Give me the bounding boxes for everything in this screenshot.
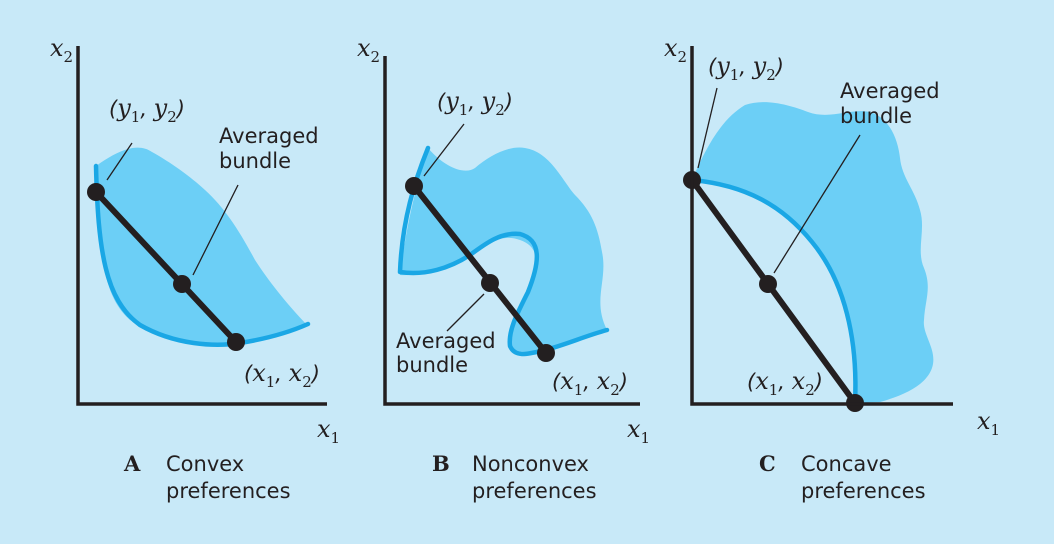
panel-a-x-bundle-point (227, 333, 245, 351)
panel-a-caption-1: Convex (166, 452, 244, 476)
panel-c-y-axis-label: x2 (664, 34, 687, 66)
panel-c-averaged-point (759, 275, 777, 293)
panel-c-letter: C (759, 451, 776, 476)
panel-a: x2 x1 (y1, y2) Averaged bundle (x1, x2) … (50, 34, 340, 503)
panel-c-averaged-label-1: Averaged (840, 79, 940, 103)
panel-c-axes (690, 46, 953, 406)
panel-b-x-axis-label: x1 (627, 415, 650, 447)
panel-a-avg-leader (192, 184, 239, 276)
panel-b-y-bundle-label: (y1, y2) (437, 87, 513, 119)
panel-b-caption-2: preferences (472, 479, 597, 503)
panel-c: x2 x1 (y1, y2) Averaged bundle (x1, x2) … (664, 34, 1000, 503)
panel-a-indifference-curve (93, 163, 311, 347)
panel-c-y-bundle-label: (y1, y2) (708, 52, 784, 84)
panel-a-y-bundle-label: (y1, y2) (109, 94, 185, 126)
panel-a-axes (76, 46, 327, 406)
panel-a-averaged-label-2: bundle (219, 149, 291, 173)
panel-c-preferred-region (692, 102, 934, 404)
panel-c-averaged-label-2: bundle (840, 104, 912, 128)
panel-b-y-leader (423, 123, 465, 177)
panel-c-y-leader (697, 87, 718, 169)
panel-a-averaged-label-1: Averaged (219, 124, 319, 148)
panel-b-bundle-segment (411, 183, 549, 356)
panel-b-x-bundle-label: (x1, x2) (552, 367, 628, 399)
panel-b-averaged-label-2: bundle (396, 353, 468, 377)
panel-c-indifference-curve (689, 177, 858, 406)
panel-a-letter: A (123, 451, 141, 476)
panel-a-y-leader (106, 142, 133, 181)
panel-a-preferred-region (96, 147, 308, 345)
panel-c-caption-1: Concave (801, 452, 892, 476)
panel-b-avg-leader (446, 293, 485, 332)
panel-c-bundle-segment (689, 177, 858, 406)
panel-c-caption-2: preferences (801, 479, 926, 503)
panel-b-averaged-point (481, 274, 499, 292)
panel-a-caption-2: preferences (166, 479, 291, 503)
panel-a-x-bundle-label: (x1, x2) (244, 359, 320, 391)
panel-a-bundle-segment (93, 189, 239, 345)
panel-b: x2 x1 (y1, y2) Averaged bundle (x1, x2) … (357, 34, 650, 503)
panel-b-y-bundle-point (405, 177, 423, 195)
panel-a-averaged-point (173, 275, 191, 293)
panel-a-y-axis-label: x2 (50, 34, 73, 66)
panel-b-averaged-label-1: Averaged (396, 329, 496, 353)
panel-b-preferred-region (400, 147, 607, 352)
panel-c-avg-leader (773, 134, 861, 274)
panel-b-letter: B (432, 451, 450, 476)
panel-b-caption-1: Nonconvex (472, 452, 589, 476)
panel-b-x-bundle-point (537, 344, 555, 362)
panel-b-y-axis-label: x2 (357, 34, 380, 66)
panel-b-axes (383, 56, 640, 406)
panel-c-x-axis-label: x1 (977, 407, 1000, 439)
panel-a-x-axis-label: x1 (317, 415, 340, 447)
panel-a-y-bundle-point (87, 183, 105, 201)
panel-c-x-bundle-label: (x1, x2) (747, 367, 823, 399)
